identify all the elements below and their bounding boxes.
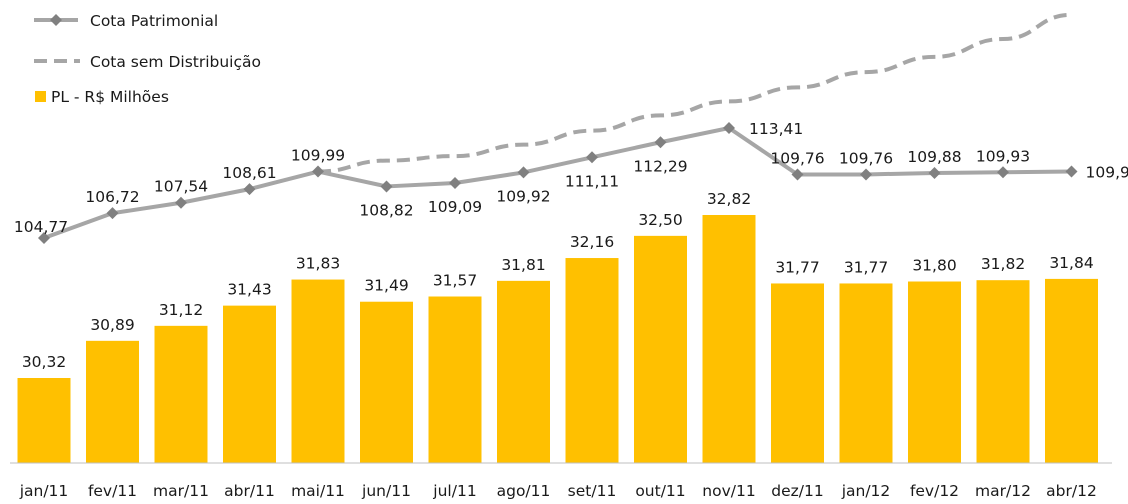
bar-label-jan/12: 31,77 — [844, 258, 888, 276]
bar-label-abr/11: 31,43 — [227, 281, 271, 299]
marker-fev/12 — [928, 166, 941, 179]
marker-jun/11 — [380, 180, 393, 193]
line-label-jun/11: 108,82 — [359, 201, 413, 219]
line-value-labels: 104,77 106,72 107,54 108,61 109,99 108,82 109,… — [14, 120, 1128, 236]
line-cota-sem-distribuicao — [317, 12, 1072, 174]
marker-jul/11 — [449, 177, 461, 189]
bar-set/11 — [565, 258, 619, 463]
x-tick-jan/11: jan/11 — [19, 482, 69, 500]
bar-jun/11 — [360, 301, 413, 463]
marker-mar/12 — [997, 166, 1009, 179]
x-tick-ago/11: ago/11 — [497, 482, 551, 500]
x-axis-tick-labels: jan/11 fev/11 mar/11 abr/11 mai/11 jun/11 jul/… — [19, 482, 1097, 500]
lines-series — [38, 12, 1078, 244]
line-label-set/11: 111,11 — [565, 172, 619, 190]
bar-abr/11 — [223, 305, 276, 463]
legend-item-cota-sem-distribuicao: Cota sem Distribuição — [34, 53, 261, 71]
line-label-dez/11: 109,76 — [770, 149, 824, 167]
legend-label-pl: PL - R$ Milhões — [51, 88, 169, 106]
bar-label-nov/11: 32,82 — [707, 190, 751, 208]
legend-swatch-pl — [35, 91, 46, 102]
legend: Cota Patrimonial Cota sem Distribuição P… — [34, 12, 261, 106]
bar-label-fev/12: 31,80 — [912, 257, 956, 275]
marker-out/11 — [654, 136, 667, 149]
marker-mai/11 — [312, 165, 324, 178]
line-label-jan/11: 104,77 — [14, 218, 68, 236]
line-label-abr/12: 109,99 — [1086, 164, 1128, 182]
x-tick-out/11: out/11 — [635, 482, 685, 500]
line-label-fev/12: 109,88 — [907, 148, 961, 166]
bar-label-mai/11: 31,83 — [296, 255, 340, 273]
bar-nov/11 — [702, 215, 756, 463]
legend-item-cota-patrimonial: Cota Patrimonial — [34, 12, 218, 30]
x-tick-mar/12: mar/12 — [975, 482, 1031, 500]
x-tick-set/11: set/11 — [568, 482, 617, 500]
bar-mar/11 — [154, 325, 208, 463]
x-tick-jan/12: jan/12 — [841, 482, 891, 500]
x-tick-abr/12: abr/12 — [1046, 482, 1097, 500]
line-label-out/11: 112,29 — [633, 157, 687, 175]
bar-label-set/11: 32,16 — [570, 233, 614, 251]
line-label-mar/11: 107,54 — [154, 178, 208, 196]
bar-dez/11 — [771, 283, 824, 463]
bar-ago/11 — [497, 280, 550, 463]
marker-ago/11 — [517, 166, 530, 179]
bar-jan/11 — [17, 378, 71, 463]
bar-label-mar/12: 31,82 — [981, 255, 1025, 273]
bar-label-jan/11: 30,32 — [22, 353, 66, 371]
x-tick-jul/11: jul/11 — [432, 482, 476, 500]
bar-label-abr/12: 31,84 — [1049, 254, 1093, 272]
bar-label-dez/11: 31,77 — [775, 258, 819, 276]
bar-mar/12 — [976, 280, 1030, 463]
x-tick-abr/11: abr/11 — [224, 482, 275, 500]
x-tick-fev/11: fev/11 — [88, 482, 137, 500]
bar-abr/12 — [1045, 278, 1098, 463]
x-tick-mai/11: mai/11 — [291, 482, 345, 500]
line-label-mai/11: 109,99 — [291, 147, 345, 165]
diamond-icon — [50, 14, 62, 26]
bar-fev/11 — [86, 340, 139, 463]
bar-fev/12 — [908, 281, 961, 463]
bar-label-fev/11: 30,89 — [90, 316, 134, 334]
line-label-nov/11: 113,41 — [749, 120, 803, 138]
marker-jan/12 — [860, 168, 872, 181]
line-cota-patrimonial — [43, 126, 1072, 240]
legend-label-cota-sem-distribuicao: Cota sem Distribuição — [90, 53, 261, 71]
bars-series — [17, 215, 1098, 463]
marker-set/11 — [586, 151, 598, 164]
line-label-abr/11: 108,61 — [222, 164, 276, 182]
legend-label-cota-patrimonial: Cota Patrimonial — [90, 12, 218, 30]
bar-value-labels: 30,32 30,89 31,12 31,43 31,83 31,49 31,57 31,81… — [22, 190, 1094, 371]
marker-nov/11 — [723, 122, 735, 134]
marker-dez/11 — [791, 168, 804, 181]
bar-label-out/11: 32,50 — [638, 211, 682, 229]
marker-jan/11 — [38, 232, 50, 244]
bar-label-jun/11: 31,49 — [364, 277, 408, 295]
marker-abr/12 — [1065, 165, 1078, 178]
x-tick-jun/11: jun/11 — [361, 482, 411, 500]
x-tick-fev/12: fev/12 — [910, 482, 959, 500]
line-label-jul/11: 109,09 — [428, 198, 482, 216]
bar-mai/11 — [291, 279, 345, 463]
bar-jan/12 — [839, 283, 893, 463]
marker-fev/11 — [106, 207, 119, 220]
marker-mar/11 — [175, 196, 187, 209]
x-tick-dez/11: dez/11 — [771, 482, 823, 500]
bar-label-jul/11: 31,57 — [433, 272, 477, 290]
bar-label-ago/11: 31,81 — [501, 256, 545, 274]
line-label-fev/11: 106,72 — [85, 188, 139, 206]
marker-abr/11 — [243, 183, 256, 196]
x-tick-nov/11: nov/11 — [702, 482, 755, 500]
line-label-mar/12: 109,93 — [976, 147, 1030, 165]
bar-jul/11 — [428, 296, 482, 463]
legend-item-pl: PL - R$ Milhões — [35, 88, 169, 106]
bar-out/11 — [634, 235, 687, 463]
x-tick-mar/11: mar/11 — [153, 482, 209, 500]
line-label-jan/12: 109,76 — [839, 149, 893, 167]
bar-label-mar/11: 31,12 — [159, 301, 203, 319]
line-label-ago/11: 109,92 — [496, 187, 550, 205]
